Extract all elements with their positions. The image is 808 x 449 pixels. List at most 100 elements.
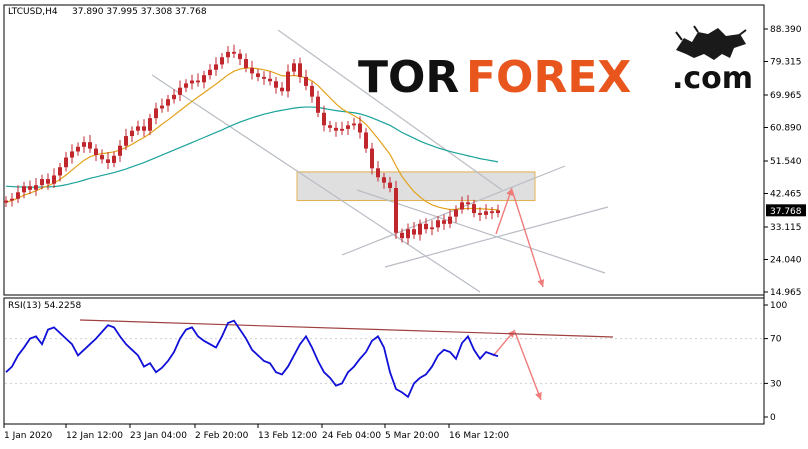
candle-body [88,142,92,149]
candle-body [34,185,38,190]
ma-slow-line [5,106,499,188]
candle-body [454,209,458,217]
candle-body [208,69,212,76]
candle-body [214,64,218,70]
candle-body [322,112,326,126]
channel-line [341,165,566,256]
rsi-tick-label: 70 [770,335,782,345]
candle-body [250,68,254,74]
candle-body [328,125,332,128]
price-tick-label: 88.390 [770,25,802,35]
price-tick-label: 24.040 [770,255,802,265]
candle-body [334,127,338,131]
rsi-tick-label: 30 [770,379,782,389]
price-tick-label: 33.115 [770,223,802,233]
zone-rect [296,171,536,202]
candle-body [112,155,116,163]
time-tick-label: 23 Jan 04:00 [130,431,187,441]
forecast-arrow-up-head [506,188,513,196]
rsi-tick-label: 0 [770,413,776,423]
candle-body [46,179,50,184]
time-axis: 1 Jan 2020 12 Jan 12:00 23 Jan 04:00 2 Feb … [3,424,509,441]
candle-body [94,148,98,156]
time-tick-label: 12 Jan 12:00 [66,431,123,441]
time-tick-label: 1 Jan 2020 [4,431,52,441]
current-price-box [766,204,806,217]
candle-body [448,216,452,224]
candle-body [316,96,320,113]
candle-body [340,128,344,131]
candle-body [406,229,410,239]
candle-body [178,87,182,95]
time-tick-label: 2 Feb 20:00 [195,431,249,441]
candle-body [442,220,446,224]
candle-body [364,132,368,149]
candle-body [400,232,404,239]
rsi-plot [5,319,763,399]
candle-body [478,213,482,215]
rsi-pane-frame [3,297,765,425]
candle-body [238,53,242,60]
time-tick-label: 5 Mar 20:00 [385,431,440,441]
candle-body [148,118,152,131]
candle-body [28,186,32,190]
rsi-tick-label: 100 [770,301,787,311]
candle-body [100,155,104,160]
candle-body [82,142,86,147]
candle-body [292,63,296,72]
candle-body [310,85,314,97]
candle-body [268,78,272,82]
candle-body [352,123,356,126]
price-tick-label: 51.540 [770,157,802,167]
candle-body [394,187,398,233]
candle-body [430,227,434,230]
candle-body [220,57,224,65]
forecast-arrow-down [511,189,544,288]
forecast-arrow-down-head [537,279,545,287]
candle-body [418,223,422,235]
candle-body [166,99,170,106]
brand-text-com: .com [672,61,753,96]
candle-body [304,76,308,86]
candle-body [496,210,500,214]
candle-body [70,151,74,158]
candle-body [256,73,260,77]
candle-body [4,200,8,203]
time-tick-label: 16 Mar 12:00 [449,431,509,441]
candle-body [244,59,248,69]
candle-body [184,83,188,88]
candle-body [424,223,428,230]
candle-body [226,51,230,58]
candle-body [58,167,62,176]
brand-text-forex: FOREX [466,52,631,103]
current-price-marker: 37.768 [766,204,806,217]
time-tick-label: 13 Feb 12:00 [258,431,317,441]
candle-body [358,123,362,133]
support-resistance-zone [296,171,536,202]
candle-body [490,211,494,214]
candle-body [436,220,440,228]
channel-line [384,206,609,268]
candle-body [484,211,488,215]
forecast-arrows [492,187,545,401]
candle-body [370,148,374,169]
current-price-label: 37.768 [770,207,802,217]
candle-body [10,198,14,201]
candle-body [196,80,200,83]
candle-body [382,177,386,183]
candle-body [154,108,158,119]
price-tick-label: 42.465 [770,189,802,199]
ohlc-values: 37.890 37.995 37.308 37.768 [72,7,207,17]
channel-line [277,29,503,191]
candle-body [52,175,56,184]
time-tick-label: 24 Feb 04:00 [322,431,381,441]
price-tick-label: 60.890 [770,124,802,134]
rsi-forecast-arrow-down [514,331,542,401]
price-tick-label: 79.315 [770,58,802,68]
rsi-forecast-arrow-down-head [535,392,542,400]
candle-body [160,105,164,109]
main-pane-frame [3,4,765,296]
candle-body [124,136,128,146]
channel-lines [151,29,609,293]
